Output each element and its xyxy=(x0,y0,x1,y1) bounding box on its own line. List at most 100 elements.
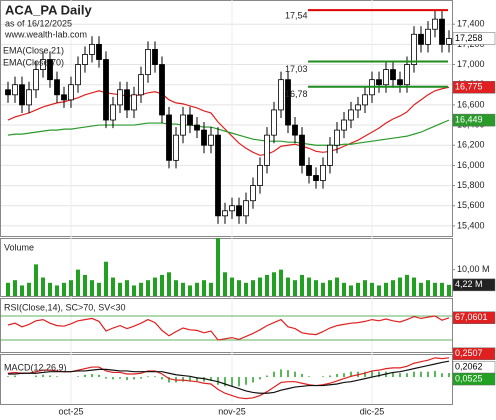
y-tick-label: 15,400 xyxy=(457,220,485,230)
y-tick-label: 10,00 M xyxy=(457,264,490,274)
volume-bar xyxy=(237,280,241,296)
y-tick-label: 16,600 xyxy=(457,99,485,109)
candle-body xyxy=(306,165,312,176)
candle-body xyxy=(250,185,256,202)
candle-body xyxy=(33,69,39,91)
volume-bar xyxy=(202,280,206,296)
volume-bar xyxy=(342,282,346,296)
candle-body xyxy=(383,69,389,86)
candle-body xyxy=(278,79,284,111)
candle-body xyxy=(117,89,123,106)
candle-body xyxy=(166,114,172,161)
volume-bar xyxy=(377,285,381,296)
candle-body xyxy=(12,84,18,96)
indicator-line xyxy=(8,360,450,394)
indicator-last-label-box xyxy=(452,311,496,325)
y-tick-label: 15,600 xyxy=(457,200,485,210)
chart-title: ACA_PA Daily xyxy=(5,2,92,17)
candle-body xyxy=(187,114,193,126)
candle-body xyxy=(439,18,445,45)
histogram-last-label-box xyxy=(452,372,496,386)
volume-bar xyxy=(27,282,31,296)
macd-panel xyxy=(0,354,453,405)
volume-bar xyxy=(384,282,388,296)
panel-title: Volume xyxy=(4,242,34,252)
volume-bar xyxy=(69,280,73,296)
candle-body xyxy=(320,165,326,181)
volume-bar xyxy=(153,277,157,296)
volume-bar xyxy=(251,280,255,296)
volume-bar xyxy=(335,277,339,296)
volume-bar xyxy=(104,261,108,296)
series-last-label: 16,775 xyxy=(455,82,483,92)
candle-body xyxy=(257,165,263,186)
candle-body xyxy=(19,84,25,106)
candle-body xyxy=(40,59,46,70)
candle-body xyxy=(341,119,347,131)
x-tick-label: oct-25 xyxy=(58,406,83,416)
candle-body xyxy=(208,134,214,146)
indicator-last-label: 0,2062 xyxy=(455,362,483,372)
candle-body xyxy=(47,59,53,81)
volume-bar xyxy=(419,282,423,296)
volume-bar xyxy=(83,274,87,296)
candle-body xyxy=(418,33,424,45)
level-label: 17,03 xyxy=(285,64,308,74)
candle-body xyxy=(61,94,67,101)
volume-bar xyxy=(111,277,115,296)
last-price-label-box xyxy=(452,32,496,45)
indicator-line xyxy=(7,315,450,341)
series-last-label-box xyxy=(452,113,496,127)
volume-bar xyxy=(90,280,94,296)
volume-bar xyxy=(167,272,171,296)
volume-bar xyxy=(314,280,318,296)
candle-body xyxy=(194,124,200,131)
candle-body xyxy=(180,114,186,136)
candle-body xyxy=(96,43,102,60)
y-tick-label: 17,000 xyxy=(457,59,485,69)
candle-body xyxy=(138,74,144,96)
candle-body xyxy=(334,129,340,146)
candle-body xyxy=(124,89,130,111)
panel-title: RSI(Close,14), SC>70, SV<30 xyxy=(4,302,126,312)
volume-bar xyxy=(307,277,311,296)
volume-bar xyxy=(41,277,45,296)
indicator-last-label: 0,2507 xyxy=(455,348,483,358)
candle-body xyxy=(131,94,137,111)
candle-body xyxy=(299,134,305,166)
candle-body xyxy=(243,200,249,217)
candle-body xyxy=(215,134,221,217)
volume-bar xyxy=(160,274,164,296)
volume-bar xyxy=(363,280,367,296)
x-tick-label: dic-25 xyxy=(360,406,385,416)
volume-bar xyxy=(356,282,360,296)
price-panel xyxy=(0,0,453,237)
volume-bar xyxy=(20,285,24,296)
source: www.wealth-lab.com xyxy=(4,29,87,39)
volume-bar xyxy=(412,277,416,296)
candle-body xyxy=(292,124,298,136)
candle-body xyxy=(54,79,60,96)
volume-last-label-box xyxy=(452,278,496,292)
candle-body xyxy=(5,89,11,96)
volume-bar xyxy=(125,280,129,296)
candle-body xyxy=(173,134,179,161)
candle-body xyxy=(75,64,81,86)
candle-body xyxy=(271,109,277,136)
volume-bar xyxy=(223,272,227,296)
volume-bar xyxy=(300,274,304,296)
legend-entry: EMA(Close,21) xyxy=(3,45,64,55)
candle-body xyxy=(236,205,242,217)
indicator-last-label-box xyxy=(452,347,496,361)
candle-body xyxy=(355,104,361,111)
candle-body xyxy=(404,64,410,86)
volume-bar xyxy=(433,282,437,296)
volume-bar xyxy=(139,282,143,296)
last-price-label: 17,258 xyxy=(455,33,483,43)
volume-bar xyxy=(6,282,10,296)
series-last-label: 16,449 xyxy=(455,114,483,124)
volume-bar xyxy=(286,277,290,296)
volume-bar xyxy=(174,280,178,296)
